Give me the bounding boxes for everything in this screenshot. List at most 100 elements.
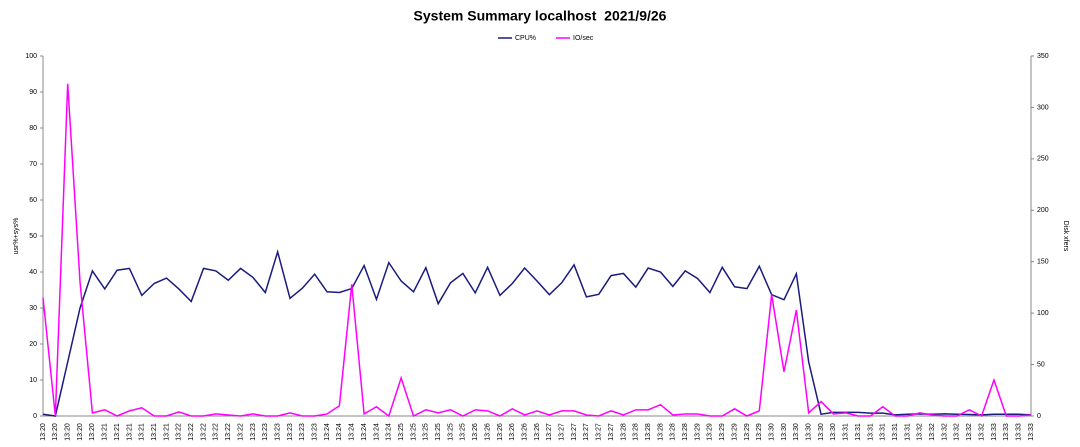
x-tick-label: 13:25 xyxy=(435,423,442,441)
y2-tick-label: 200 xyxy=(1037,207,1049,214)
x-tick-label: 13:30 xyxy=(830,423,837,441)
x-tick-label: 13:24 xyxy=(373,423,380,441)
y-tick-label: 30 xyxy=(29,305,37,312)
x-tick-label: 13:23 xyxy=(250,423,257,441)
y-axis-label: usr%+sys% xyxy=(13,218,20,255)
y-tick-label: 20 xyxy=(29,341,37,348)
series-line xyxy=(42,249,1032,417)
x-tick-label: 13:24 xyxy=(349,423,356,441)
y-tick-label: 60 xyxy=(29,197,37,204)
x-tick-label: 13:26 xyxy=(484,423,491,441)
x-tick-label: 13:27 xyxy=(596,423,603,441)
x-tick-label: 13:26 xyxy=(497,423,504,441)
x-tick-label: 13:22 xyxy=(213,423,220,441)
x-tick-label: 13:28 xyxy=(633,423,640,441)
x-tick-label: 13:32 xyxy=(917,423,924,441)
x-tick-label: 13:20 xyxy=(89,423,96,441)
x-tick-label: 13:21 xyxy=(151,423,158,441)
y2-tick-label: 0 xyxy=(1037,413,1041,420)
x-tick-label: 13:33 xyxy=(991,423,998,441)
y-tick-label: 40 xyxy=(29,269,37,276)
x-tick-label: 13:27 xyxy=(559,423,566,441)
x-tick-label: 13:31 xyxy=(843,423,850,441)
y-tick-label: 10 xyxy=(29,377,37,384)
y2-tick-label: 50 xyxy=(1037,361,1045,368)
x-tick-label: 13:33 xyxy=(1003,423,1010,441)
x-tick-label: 13:32 xyxy=(954,423,961,441)
x-tick-label: 13:30 xyxy=(806,423,813,441)
x-tick-label: 13:30 xyxy=(818,423,825,441)
x-tick-label: 13:24 xyxy=(336,423,343,441)
x-tick-label: 13:33 xyxy=(1015,423,1022,441)
x-tick-label: 13:32 xyxy=(978,423,985,441)
x-tick-label: 13:23 xyxy=(274,423,281,441)
x-tick-label: 13:29 xyxy=(744,423,751,441)
x-tick-label: 13:28 xyxy=(620,423,627,441)
x-tick-label: 13:32 xyxy=(929,423,936,441)
y-tick-label: 0 xyxy=(33,413,37,420)
y-tick-label: 80 xyxy=(29,125,37,132)
x-tick-label: 13:28 xyxy=(670,423,677,441)
y2-tick-label: 150 xyxy=(1037,259,1049,266)
x-tick-label: 13:20 xyxy=(52,423,59,441)
x-tick-label: 13:29 xyxy=(719,423,726,441)
x-tick-label: 13:25 xyxy=(398,423,405,441)
x-tick-label: 13:29 xyxy=(707,423,714,441)
chart-title: System Summary localhost 2021/9/26 xyxy=(414,8,667,24)
x-tick-label: 13:25 xyxy=(410,423,417,441)
x-tick-label: 13:32 xyxy=(941,423,948,441)
y2-tick-label: 100 xyxy=(1037,310,1049,317)
x-tick-label: 13:26 xyxy=(472,423,479,441)
y-tick-label: 70 xyxy=(29,161,37,168)
x-tick-label: 13:31 xyxy=(904,423,911,441)
x-tick-label: 13:25 xyxy=(423,423,430,441)
x-tick-label: 13:31 xyxy=(855,423,862,441)
y2-axis-label: Disk xfers xyxy=(1062,221,1069,252)
x-tick-label: 13:25 xyxy=(447,423,454,441)
y-tick-label: 100 xyxy=(25,53,37,60)
x-tick-label: 13:20 xyxy=(65,423,72,441)
x-tick-label: 13:30 xyxy=(768,423,775,441)
x-tick-label: 13:26 xyxy=(521,423,528,441)
y2-tick-label: 350 xyxy=(1037,53,1049,60)
x-tick-label: 13:22 xyxy=(176,423,183,441)
series-line xyxy=(42,83,1032,418)
x-tick-label: 13:21 xyxy=(163,423,170,441)
x-tick-label: 13:27 xyxy=(583,423,590,441)
x-tick-label: 13:26 xyxy=(534,423,541,441)
x-tick-label: 13:22 xyxy=(200,423,207,441)
x-tick-label: 13:30 xyxy=(781,423,788,441)
x-tick-label: 13:22 xyxy=(188,423,195,441)
x-tick-label: 13:31 xyxy=(880,423,887,441)
x-tick-label: 13:22 xyxy=(237,423,244,441)
x-tick-label: 13:20 xyxy=(77,423,84,441)
x-tick-label: 13:21 xyxy=(139,423,146,441)
x-tick-label: 13:28 xyxy=(657,423,664,441)
x-tick-label: 13:31 xyxy=(867,423,874,441)
y-tick-label: 50 xyxy=(29,233,37,240)
x-tick-label: 13:24 xyxy=(361,423,368,441)
x-tick-label: 13:31 xyxy=(892,423,899,441)
legend-label: IO/sec xyxy=(573,35,594,42)
legend-label: CPU% xyxy=(515,35,536,42)
x-tick-label: 13:22 xyxy=(225,423,232,441)
x-tick-label: 13:32 xyxy=(966,423,973,441)
x-tick-label: 13:27 xyxy=(571,423,578,441)
x-tick-label: 13:30 xyxy=(793,423,800,441)
x-tick-label: 13:25 xyxy=(460,423,467,441)
x-tick-label: 13:24 xyxy=(324,423,331,441)
x-tick-label: 13:21 xyxy=(126,423,133,441)
y2-tick-label: 300 xyxy=(1037,104,1049,111)
x-tick-label: 13:21 xyxy=(114,423,121,441)
x-tick-label: 13:29 xyxy=(731,423,738,441)
x-tick-label: 13:20 xyxy=(40,423,47,441)
x-tick-label: 13:27 xyxy=(546,423,553,441)
x-tick-label: 13:23 xyxy=(312,423,319,441)
x-tick-label: 13:23 xyxy=(262,423,269,441)
x-tick-label: 13:29 xyxy=(756,423,763,441)
x-tick-label: 13:27 xyxy=(608,423,615,441)
x-tick-label: 13:28 xyxy=(682,423,689,441)
x-tick-label: 13:28 xyxy=(645,423,652,441)
